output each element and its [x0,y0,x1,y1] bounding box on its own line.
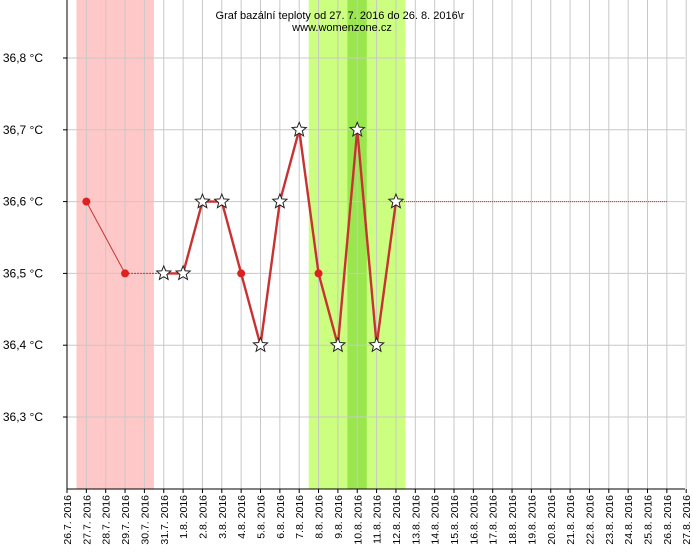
x-tick-label: 16.8. 2016 [468,495,480,545]
x-tick-label: 22.8. 2016 [584,495,596,545]
data-point-star [174,264,192,281]
y-tick-label: 36,3 °C [3,410,43,424]
x-tick-label: 29.7. 2016 [120,495,132,545]
data-point-dot [314,269,323,278]
x-tick-label: 5.8. 2016 [256,495,268,539]
data-point-star [252,336,269,353]
data-point-dot [82,197,91,206]
series-segment [239,273,262,346]
x-tick-label: 31.7. 2016 [159,495,171,545]
data-point-star [387,192,405,209]
data-point-star [271,192,289,209]
series-segment [336,129,359,346]
series-segment [375,201,398,346]
series-segment [278,129,301,202]
x-tick-label: 7.8. 2016 [294,495,306,539]
y-tick-label: 36,5 °C [3,266,43,280]
series-segment [356,129,378,346]
x-tick-label: 6.8. 2016 [275,495,287,539]
x-tick-label: 30.7. 2016 [139,495,151,545]
x-tick-label: 21.8. 2016 [565,495,577,545]
series-segment [298,129,320,274]
x-tick-label: 8.8. 2016 [314,495,326,539]
series-segment [85,201,126,274]
x-tick-label: 10.8. 2016 [352,495,364,545]
chart-subtitle: www.womenzone.cz [291,22,392,34]
x-tick-label: 27.7. 2016 [81,495,93,545]
chart-title: Graf bazální teploty od 27. 7. 2016 do 2… [216,10,465,22]
series-segment [181,201,204,274]
data-point-dot [121,269,130,278]
x-tick-label: 26.7. 2016 [62,495,74,545]
series-segment [259,201,282,346]
labels-layer: Graf bazální teploty od 27. 7. 2016 do 2… [3,10,693,545]
series-segment [220,201,243,274]
data-point-star [348,120,366,137]
x-tick-label: 2.8. 2016 [197,495,209,539]
data-point-star [329,336,347,353]
data-point-star [194,192,211,209]
data-point-star [213,192,231,209]
y-tick-label: 36,7 °C [3,123,43,137]
x-tick-label: 23.8. 2016 [604,495,616,545]
x-tick-label: 14.8. 2016 [430,495,442,545]
grid-layer [66,0,687,489]
x-tick-label: 11.8. 2016 [372,495,384,544]
data-point-star [368,336,386,353]
x-tick-label: 20.8. 2016 [546,495,558,545]
series-segment [317,273,340,346]
data-point-star [290,120,308,137]
x-tick-label: 12.8. 2016 [391,495,403,545]
x-tick-label: 13.8. 2016 [410,495,422,545]
x-tick-label: 17.8. 2016 [488,495,500,545]
axes-layer [63,0,687,493]
x-tick-label: 15.8. 2016 [449,495,461,545]
x-tick-label: 1.8. 2016 [178,495,190,539]
x-tick-label: 25.8. 2016 [643,495,655,545]
y-tick-label: 36,6 °C [3,195,43,209]
x-tick-label: 24.8. 2016 [623,495,635,545]
markers-layer [82,120,405,353]
series-layer [85,129,667,346]
x-tick-label: 26.8. 2016 [662,495,674,545]
x-tick-label: 4.8. 2016 [236,495,248,539]
y-tick-label: 36,8 °C [3,51,43,65]
band-menstruation [76,0,154,489]
data-point-star [155,264,173,281]
x-tick-label: 9.8. 2016 [333,495,345,539]
x-tick-label: 18.8. 2016 [507,495,519,545]
x-tick-label: 3.8. 2016 [217,495,229,539]
x-tick-label: 27.8. 2016 [681,495,693,545]
x-tick-label: 28.7. 2016 [101,495,113,545]
data-point-dot [237,269,246,278]
y-tick-label: 36,4 °C [3,338,43,352]
x-tick-label: 19.8. 2016 [526,495,538,545]
